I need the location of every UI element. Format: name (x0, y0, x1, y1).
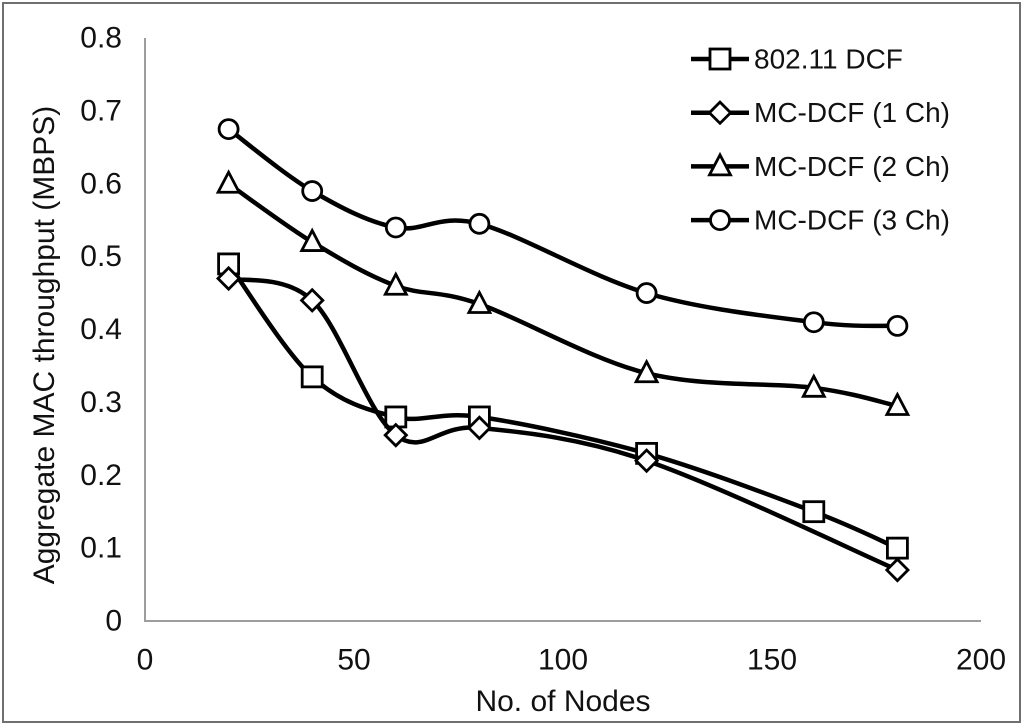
y-tick-label: 0.3 (80, 386, 122, 419)
x-tick-label: 150 (747, 644, 797, 677)
square-marker (300, 365, 324, 389)
x-axis-title: No. of Nodes (475, 685, 650, 718)
x-tick-label: 50 (337, 644, 370, 677)
y-tick-label: 0 (105, 605, 122, 638)
y-tick-label: 0.7 (80, 94, 122, 127)
diamond-marker (299, 287, 325, 313)
triangle-marker (382, 271, 409, 296)
legend-item-mc-dcf-2-ch: MC-DCF (2 Ch) (691, 151, 950, 182)
legend-label: MC-DCF (3 Ch) (754, 205, 950, 236)
y-tick-label: 0.2 (80, 459, 122, 492)
series-lines (215, 118, 911, 583)
triangle-marker (299, 227, 326, 252)
y-tick-label: 0.4 (80, 313, 122, 346)
diamond-marker (216, 265, 242, 292)
series-mc-dcf-3-ch (217, 118, 909, 337)
y-tick-label: 0.8 (80, 22, 122, 55)
square-marker (708, 47, 732, 71)
circle-marker (802, 311, 825, 334)
legend-label: MC-DCF (2 Ch) (754, 151, 950, 182)
triangle-marker (800, 373, 827, 398)
diamond-marker (884, 557, 910, 583)
diamond-marker (634, 448, 660, 474)
circle-marker (635, 282, 658, 304)
triangle-marker (884, 391, 911, 416)
y-axis-title: Aggregate MAC throughput (MBPS) (28, 106, 61, 585)
circle-marker (384, 216, 407, 239)
triangle-marker (707, 151, 733, 177)
square-marker (886, 536, 909, 560)
legend-item-802-11-dcf: 802.11 DCF (691, 44, 903, 75)
legend-item-mc-dcf-3-ch: MC-DCF (3 Ch) (691, 205, 950, 236)
x-tick-label: 200 (956, 644, 1006, 677)
legend-item-mc-dcf-1-ch: MC-DCF (1 Ch) (691, 97, 950, 128)
triangle-marker (466, 289, 493, 314)
triangle-marker (215, 169, 242, 194)
circle-marker (301, 180, 324, 202)
square-marker (802, 500, 826, 524)
x-tick-label: 100 (538, 644, 588, 677)
series-mc-dcf-2-ch (215, 169, 911, 416)
triangle-marker (633, 358, 660, 384)
axis-lines (144, 38, 981, 622)
y-tick-label: 0.1 (80, 532, 122, 565)
diamond-marker (466, 415, 492, 441)
circle-marker (709, 209, 731, 232)
diamond-marker (383, 422, 409, 448)
legend-label: MC-DCF (1 Ch) (754, 97, 950, 128)
circle-marker (468, 212, 491, 235)
circle-marker (886, 314, 909, 337)
axes (144, 38, 981, 622)
circle-marker (217, 118, 240, 140)
x-tick-label: 0 (137, 644, 154, 677)
series-mc-dcf-1-ch (216, 265, 910, 583)
legend-label: 802.11 DCF (754, 44, 903, 75)
y-tick-label: 0.6 (80, 167, 122, 200)
tick-labels: 0 50 100 150 200 0 0.1 0.2 0.3 0.4 0.5 0.6 0.7 0.8 (80, 22, 1006, 677)
legend: 802.11 DCF MC-DCF (1 Ch) MC-DCF (2 Ch) MC-D… (691, 44, 950, 236)
diamond-marker (707, 100, 733, 126)
series-line (226, 261, 900, 551)
y-tick-label: 0.5 (80, 240, 122, 273)
